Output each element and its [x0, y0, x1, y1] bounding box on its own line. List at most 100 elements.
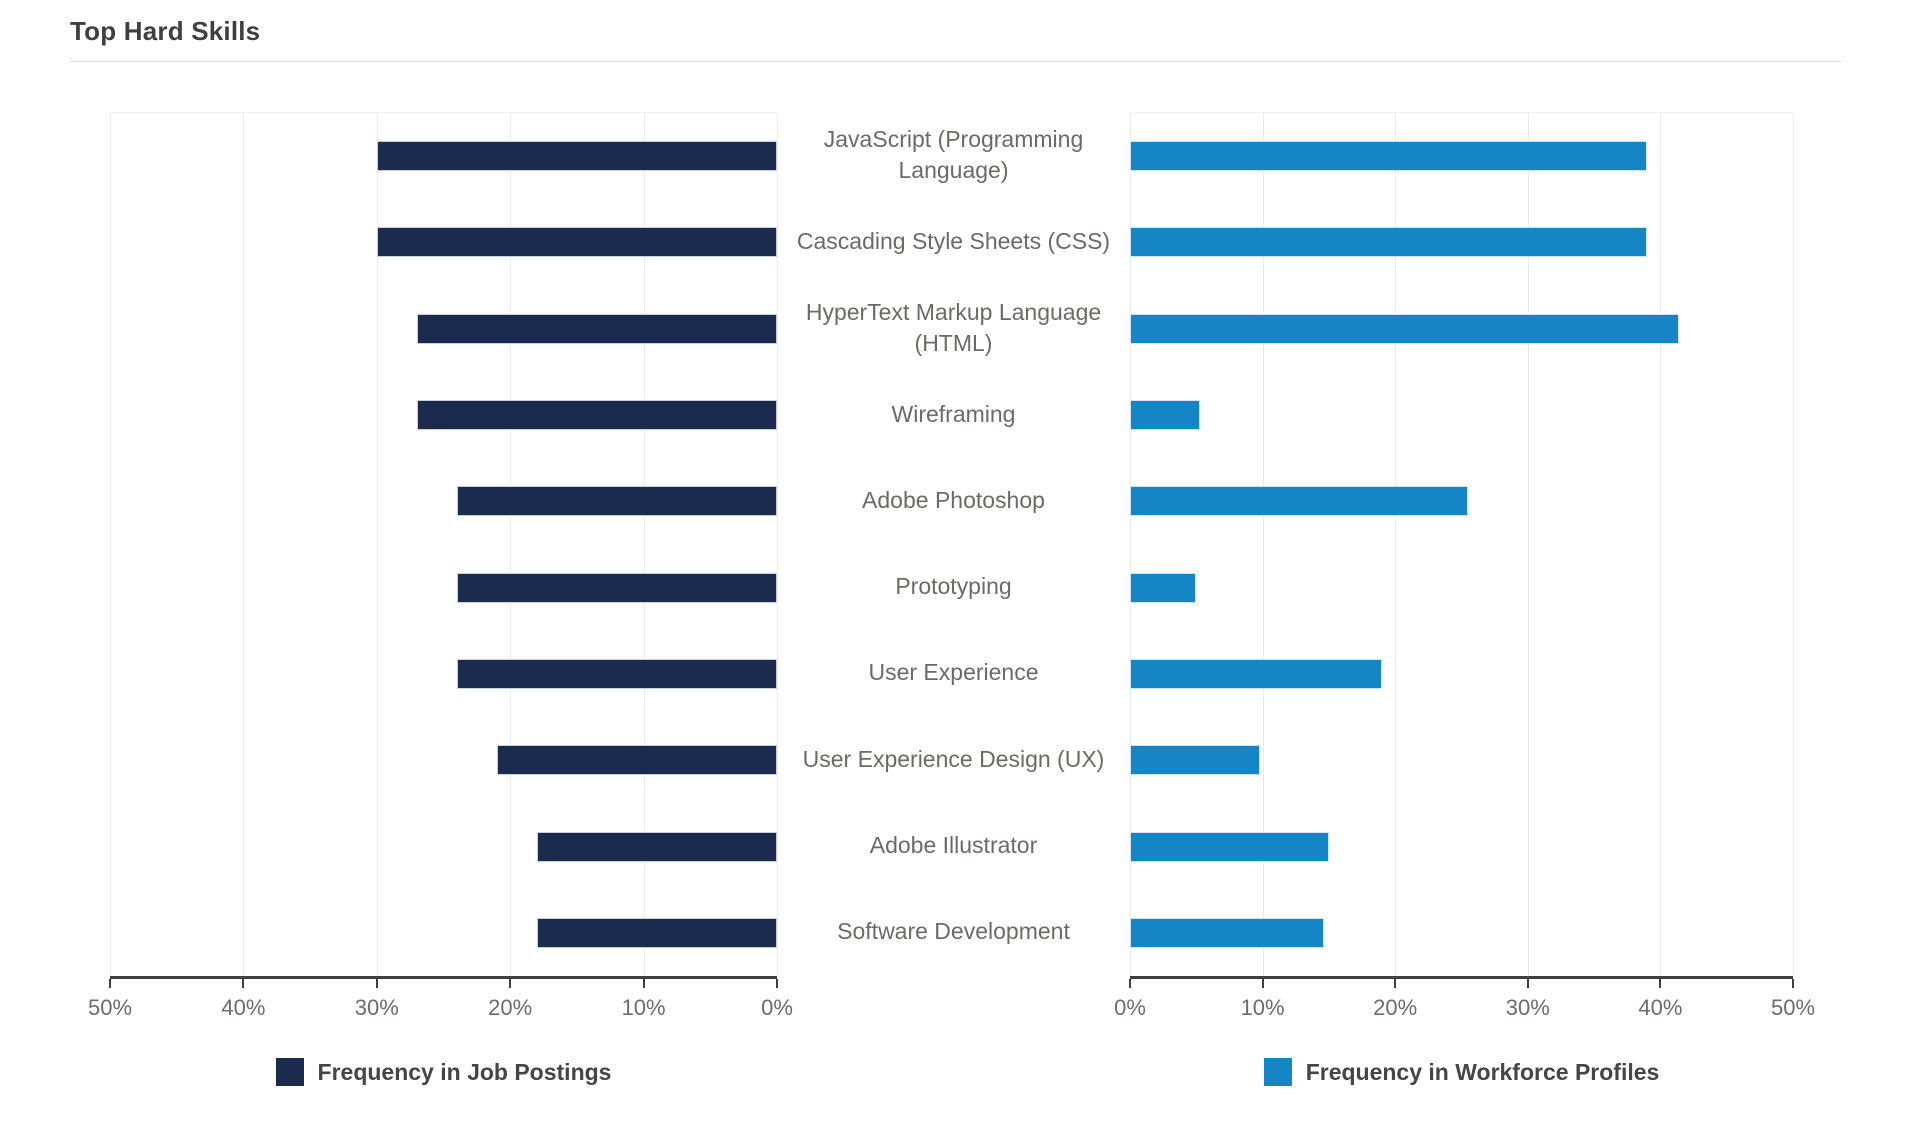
- axis-tick-label: 40%: [1638, 995, 1683, 1020]
- left-x-axis: 50% 40% 30% 20% 10% 0%: [88, 976, 793, 1039]
- bar-row: [110, 544, 777, 630]
- gridline: [1130, 113, 1131, 976]
- legend-workforce-profiles[interactable]: Frequency in Workforce Profiles: [1130, 1042, 1793, 1102]
- category-label: Prototyping: [895, 573, 1012, 600]
- bar-frequency-in-workforce-profiles[interactable]: [1130, 313, 1679, 344]
- gridline: [643, 113, 645, 976]
- axis-tick: [242, 979, 245, 988]
- legend-job-postings[interactable]: Frequency in Job Postings: [110, 1042, 777, 1102]
- bar-frequency-in-workforce-profiles[interactable]: [1130, 745, 1260, 776]
- bar-frequency-in-workforce-profiles[interactable]: [1130, 141, 1648, 172]
- bar-row: [1130, 113, 1793, 199]
- bar-row: [110, 631, 777, 717]
- bar-row: [1130, 717, 1793, 803]
- bar-row: [1130, 199, 1793, 285]
- legend-job-postings-label: Frequency in Job Postings: [317, 1058, 612, 1085]
- gridline: [1793, 113, 1794, 976]
- category-label: JavaScript (Programming Language): [823, 126, 1084, 184]
- bar-frequency-in-workforce-profiles[interactable]: [1130, 658, 1382, 689]
- bar-row: [110, 717, 777, 803]
- gridline: [376, 113, 378, 976]
- legend-row: Frequency in Job Postings Frequency in W…: [0, 1042, 1911, 1102]
- axis-tick-label: 10%: [1240, 995, 1285, 1020]
- gridline: [1527, 113, 1529, 976]
- axis-tick-label: 30%: [354, 995, 399, 1020]
- axis-tick-label: 50%: [1770, 995, 1816, 1020]
- bar-row: [110, 890, 777, 976]
- bar-row: [110, 199, 777, 285]
- bar-frequency-in-job-postings[interactable]: [456, 658, 777, 689]
- bar-frequency-in-job-postings[interactable]: [376, 141, 777, 172]
- axis-tick-label: 10%: [621, 995, 666, 1020]
- bar-frequency-in-workforce-profiles[interactable]: [1130, 486, 1469, 517]
- axis-tick: [1394, 979, 1397, 988]
- bar-frequency-in-job-postings[interactable]: [416, 313, 777, 344]
- axis-tick: [375, 979, 378, 988]
- bar-frequency-in-workforce-profiles[interactable]: [1130, 400, 1201, 431]
- axis-tick: [1261, 979, 1264, 988]
- bar-frequency-in-workforce-profiles[interactable]: [1130, 831, 1329, 862]
- bar-row: [110, 803, 777, 889]
- gridline: [1395, 113, 1397, 976]
- header-divider: [70, 61, 1841, 62]
- axis-tick-label: 20%: [1373, 995, 1418, 1020]
- chart-header: Top Hard Skills: [0, 0, 1911, 62]
- axis-tick: [109, 979, 111, 988]
- bar-row: [110, 286, 777, 372]
- category-label: User Experience: [868, 659, 1039, 686]
- category-label: Adobe Illustrator: [869, 832, 1038, 858]
- category-label: HyperText Markup Language (HTML): [805, 298, 1102, 356]
- bar-row: [1130, 803, 1793, 889]
- category-label: Wireframing: [891, 400, 1016, 427]
- bar-frequency-in-job-postings[interactable]: [456, 486, 777, 517]
- bar-row: [1130, 890, 1793, 976]
- gridline: [243, 113, 245, 976]
- axis-tick-label: 0%: [1114, 995, 1146, 1020]
- bar-row: [110, 372, 777, 458]
- axis-tick-label: 0%: [761, 995, 793, 1020]
- bar-frequency-in-job-postings[interactable]: [376, 227, 777, 258]
- category-label: Cascading Style Sheets (CSS): [796, 227, 1111, 254]
- right-x-axis: 0% 10% 20% 30% 40% 50%: [1114, 976, 1815, 1039]
- page-title: Top Hard Skills: [70, 16, 261, 46]
- axis-tick: [776, 979, 778, 988]
- butterfly-chart: 50% 40% 30% 20% 10% 0% JavaScript (Programmin…: [0, 112, 1911, 1020]
- axis-tick: [509, 979, 512, 988]
- axis-tick-label: 50%: [87, 995, 133, 1020]
- bar-frequency-in-job-postings[interactable]: [536, 831, 777, 862]
- category-label: Adobe Photoshop: [862, 486, 1045, 513]
- bar-frequency-in-workforce-profiles[interactable]: [1130, 572, 1197, 603]
- axis-tick-label: 20%: [488, 995, 533, 1020]
- bar-row: [1130, 544, 1793, 630]
- right-plot-rows: [1130, 113, 1793, 976]
- bar-frequency-in-job-postings[interactable]: [536, 917, 777, 948]
- right-plot-workforce-profiles: 0% 10% 20% 30% 40% 50%: [1114, 112, 1815, 1020]
- gridline: [1660, 113, 1662, 976]
- left-plot-rows: [110, 113, 777, 976]
- legend-workforce-profiles-label: Frequency in Workforce Profiles: [1305, 1058, 1660, 1085]
- category-label: Software Development: [837, 918, 1070, 945]
- bar-row: [110, 113, 777, 199]
- gridline: [1262, 113, 1264, 976]
- left-plot-job-postings: 50% 40% 30% 20% 10% 0%: [88, 112, 793, 1020]
- gridline: [110, 113, 111, 976]
- bar-row: [110, 458, 777, 544]
- bar-row: [1130, 286, 1793, 372]
- bar-frequency-in-job-postings[interactable]: [456, 572, 777, 603]
- bar-frequency-in-workforce-profiles[interactable]: [1130, 917, 1324, 948]
- axis-tick: [1659, 979, 1662, 988]
- axis-tick: [642, 979, 645, 988]
- axis-tick: [1129, 979, 1131, 988]
- axis-tick: [1792, 979, 1794, 988]
- bar-frequency-in-job-postings[interactable]: [496, 745, 777, 776]
- category-labels-column: JavaScript (Programming Language) Cascadi…: [777, 112, 1130, 975]
- category-label: User Experience Design (UX): [802, 745, 1105, 772]
- bar-frequency-in-workforce-profiles[interactable]: [1130, 227, 1648, 258]
- axis-tick-label: 40%: [221, 995, 266, 1020]
- bar-row: [1130, 631, 1793, 717]
- bar-frequency-in-job-postings[interactable]: [416, 400, 777, 431]
- gridline: [777, 113, 778, 976]
- workforce-profiles-swatch-icon: [1263, 1058, 1292, 1086]
- job-postings-swatch-icon: [275, 1058, 304, 1086]
- bar-row: [1130, 372, 1793, 458]
